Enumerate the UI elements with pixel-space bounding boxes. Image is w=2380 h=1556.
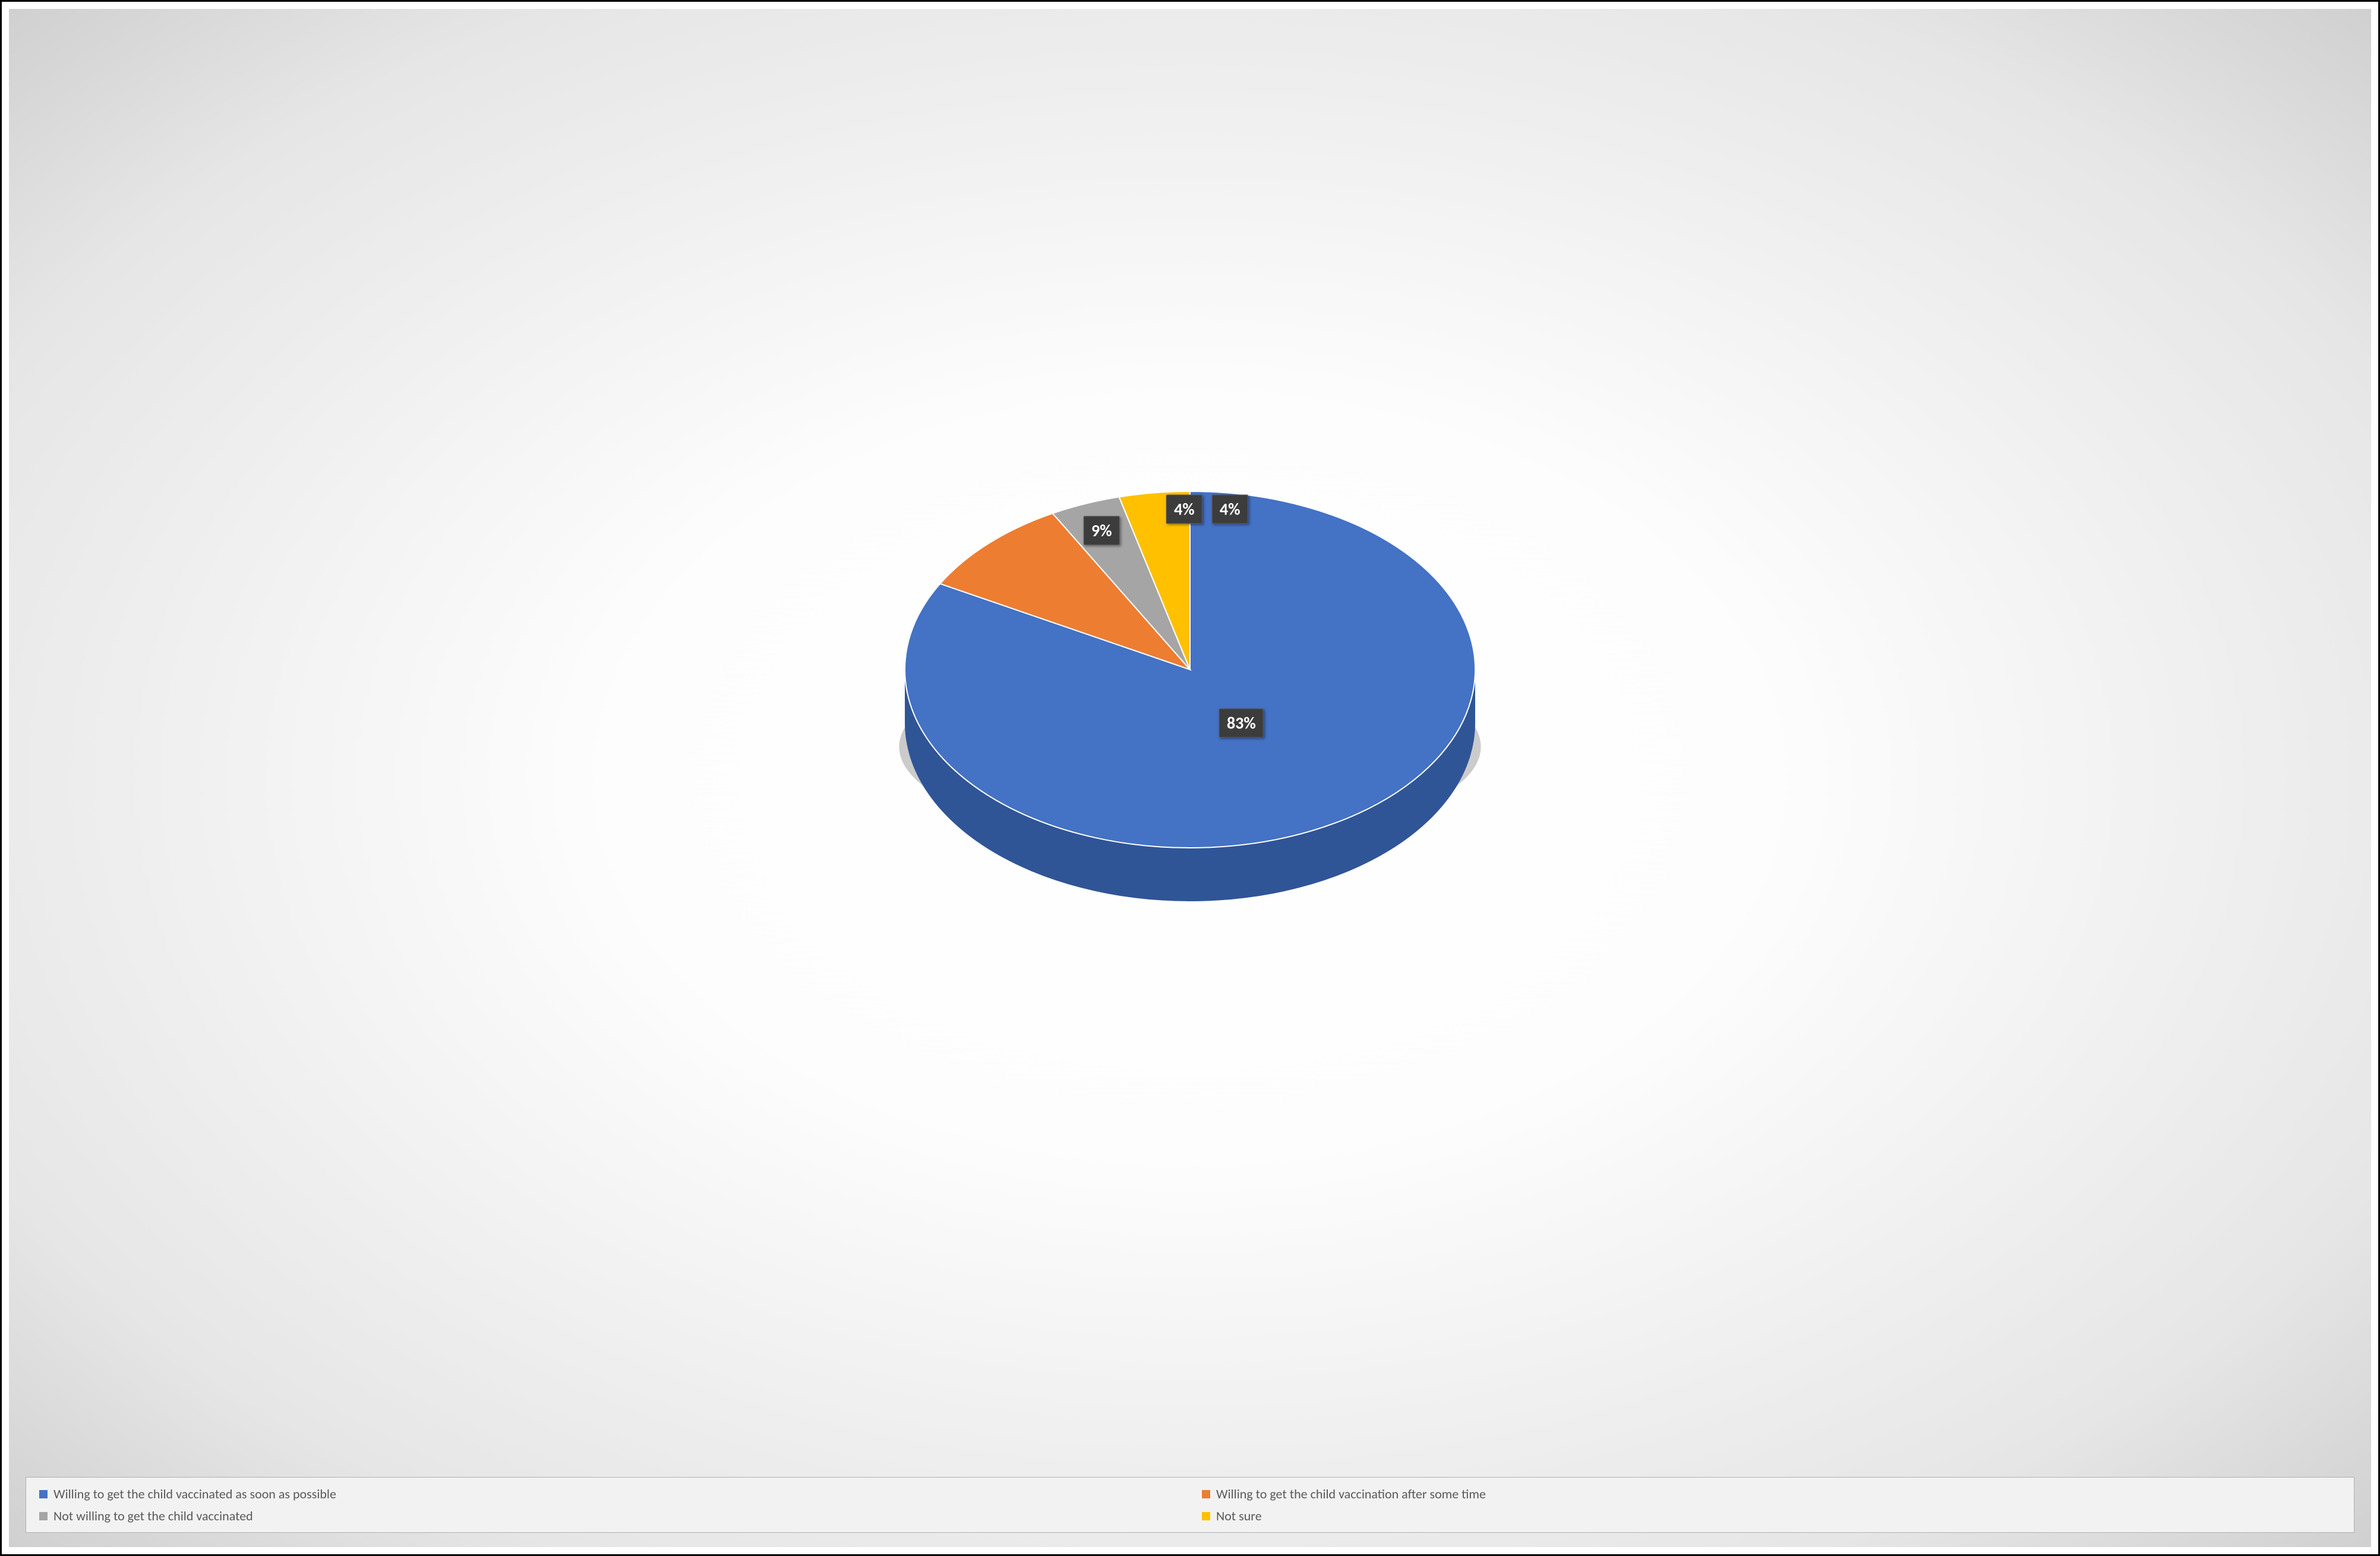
plot-area: 83% 9% 4% 4% Willing to get the child vacci…: [9, 9, 2371, 1547]
legend-label: Not willing to get the child vaccinated: [53, 1508, 253, 1524]
legend-item: Willing to get the child vaccination aft…: [1202, 1486, 2341, 1502]
pie-svg: [893, 479, 1487, 937]
data-label: 9%: [1084, 516, 1120, 545]
legend: Willing to get the child vaccinated as s…: [26, 1477, 2354, 1533]
legend-item: Not willing to get the child vaccinated: [39, 1508, 1178, 1524]
legend-label: Willing to get the child vaccinated as s…: [53, 1486, 336, 1502]
legend-label: Not sure: [1216, 1508, 1262, 1524]
chart-frame: 83% 9% 4% 4% Willing to get the child vacci…: [0, 0, 2380, 1556]
data-label: 4%: [1212, 495, 1248, 524]
legend-item: Willing to get the child vaccinated as s…: [39, 1486, 1178, 1502]
legend-swatch: [1202, 1512, 1210, 1520]
legend-swatch: [39, 1512, 48, 1520]
legend-label: Willing to get the child vaccination aft…: [1216, 1486, 1486, 1502]
data-label: 4%: [1166, 495, 1202, 524]
chart-zone: 83% 9% 4% 4%: [9, 9, 2371, 1466]
legend-swatch: [1202, 1490, 1210, 1498]
legend-item: Not sure: [1202, 1508, 2341, 1524]
legend-swatch: [39, 1490, 48, 1498]
data-label: 83%: [1219, 709, 1264, 738]
pie-3d: 83% 9% 4% 4%: [893, 479, 1487, 937]
